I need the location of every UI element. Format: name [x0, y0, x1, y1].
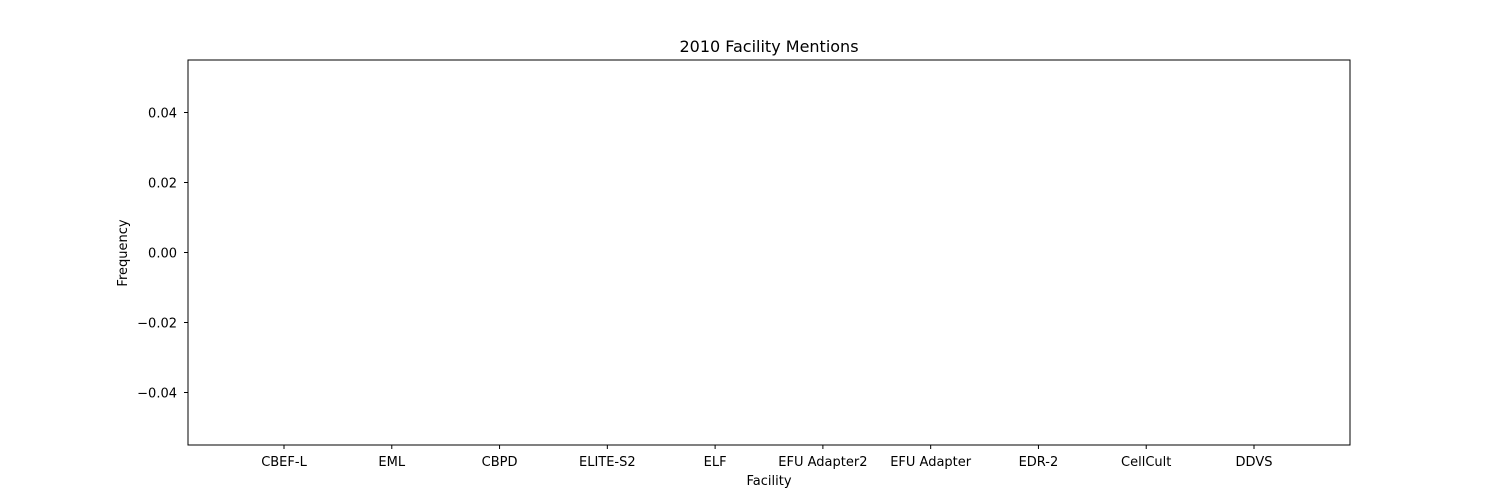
y-axis-ticks: −0.04 −0.02 0.00 0.02 0.04: [137, 107, 188, 402]
x-tick-label: CellCult: [1121, 455, 1171, 470]
x-tick-label: ELF: [704, 455, 727, 470]
x-axis-ticks: CBEF-L EML CBPD ELITE-S2 ELF EFU Adapter2 EFU …: [261, 445, 1272, 470]
x-tick-label: EFU Adapter: [890, 455, 972, 470]
plot-area: [187, 59, 1351, 446]
x-tick-label: CBEF-L: [261, 455, 307, 470]
x-tick-label: CBPD: [482, 455, 518, 470]
y-axis-label: Frequency: [116, 219, 131, 286]
chart-title: 2010 Facility Mentions: [679, 37, 858, 56]
x-tick-label: EDR-2: [1019, 455, 1059, 470]
y-tick-label: −0.02: [137, 317, 177, 332]
x-tick-label: EFU Adapter2: [778, 455, 867, 470]
y-tick-label: 0.04: [148, 107, 177, 122]
x-tick-label: ELITE-S2: [579, 455, 636, 470]
x-axis-label: Facility: [746, 474, 791, 489]
x-tick-label: DDVS: [1236, 455, 1273, 470]
y-tick-label: −0.04: [137, 387, 177, 402]
y-tick-label: 0.02: [148, 177, 177, 192]
x-tick-label: EML: [378, 455, 405, 470]
y-tick-label: 0.00: [148, 247, 177, 262]
